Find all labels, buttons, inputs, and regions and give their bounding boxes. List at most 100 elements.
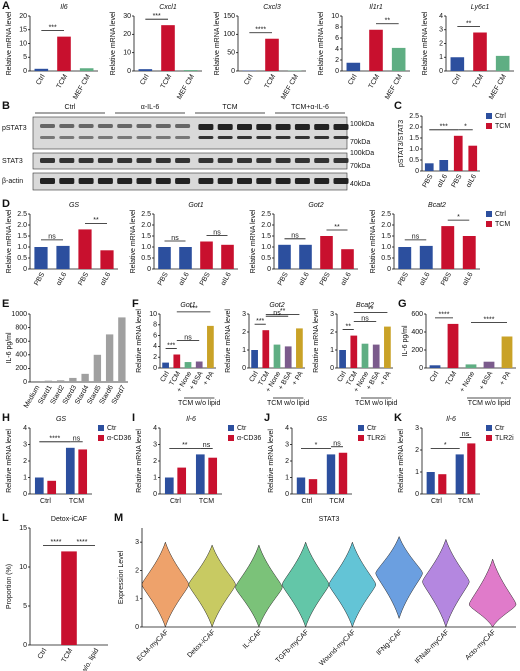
y-tick-label: 0 bbox=[127, 68, 131, 75]
bar bbox=[346, 62, 361, 71]
blot-band bbox=[275, 124, 291, 130]
legend-swatch bbox=[486, 435, 492, 441]
x-tick-label: MEF CM bbox=[72, 73, 92, 101]
significance-label: ** bbox=[345, 323, 351, 330]
bar bbox=[398, 247, 412, 269]
legend-label: α-CD36 bbox=[237, 435, 261, 442]
y-tick-label: 4 bbox=[335, 46, 339, 53]
y-tick-label: 15 bbox=[19, 27, 27, 34]
group-label: TCM w/o lipid bbox=[468, 400, 511, 407]
y-tick-label: 1000 bbox=[11, 311, 27, 318]
bar bbox=[361, 343, 369, 368]
x-tick-label: TCM bbox=[472, 73, 486, 90]
significance-label: ns bbox=[361, 315, 369, 322]
y-tick-label: 1 bbox=[415, 469, 419, 476]
bar bbox=[162, 362, 169, 368]
bar bbox=[439, 160, 449, 171]
blot-band bbox=[294, 136, 310, 139]
blot-band bbox=[136, 158, 152, 163]
blot-band bbox=[275, 178, 291, 184]
y-tick-label: 0.5 bbox=[381, 255, 391, 262]
bar bbox=[326, 454, 336, 494]
blot-band bbox=[198, 136, 214, 139]
x-tick-label: PBS bbox=[451, 173, 464, 189]
panel-letter: I bbox=[132, 412, 135, 424]
x-tick-label: Ctrl bbox=[170, 498, 181, 505]
bar bbox=[495, 55, 510, 71]
y-tick-label: 2.5 bbox=[381, 211, 391, 218]
y-tick-label: 0 bbox=[242, 365, 246, 372]
y-tick-label: 8 bbox=[335, 24, 339, 31]
bar bbox=[158, 247, 171, 269]
lane-group-label: Ctrl bbox=[65, 104, 76, 111]
blot-band bbox=[97, 158, 113, 163]
chart-title: Il-6 bbox=[186, 416, 196, 423]
panel-letter: K bbox=[394, 412, 402, 424]
blot-band bbox=[333, 158, 349, 163]
bar bbox=[184, 362, 192, 368]
significance-label: * bbox=[457, 214, 460, 221]
significance-label: * bbox=[464, 124, 467, 131]
bar bbox=[372, 344, 380, 368]
blot-band bbox=[175, 124, 191, 128]
bar bbox=[47, 480, 57, 494]
significance-label: ** bbox=[368, 306, 374, 313]
bar bbox=[384, 326, 391, 368]
blot-band bbox=[59, 178, 75, 184]
significance-label: ns bbox=[184, 334, 192, 341]
y-tick-label: 10 bbox=[19, 564, 27, 571]
legend-label: Ctr bbox=[107, 425, 117, 432]
x-tick-label: αIL6 bbox=[465, 173, 478, 189]
panel-letter: D bbox=[2, 198, 10, 210]
x-tick-label: Ctrl bbox=[302, 498, 313, 505]
blot-band bbox=[136, 124, 152, 128]
legend-swatch bbox=[486, 221, 492, 227]
y-tick-label: 0 bbox=[335, 68, 339, 75]
blot-band bbox=[237, 124, 252, 130]
bar bbox=[453, 135, 463, 171]
y-tick-label: 2 bbox=[242, 329, 246, 336]
bar bbox=[296, 477, 306, 494]
significance-label: *** bbox=[167, 342, 175, 349]
significance-label: ns bbox=[213, 229, 221, 236]
violin bbox=[468, 558, 517, 628]
bar bbox=[32, 380, 40, 382]
y-tick-label: 4 bbox=[439, 13, 443, 20]
y-tick-label: 0 bbox=[415, 491, 419, 498]
y-tick-label: 2.0 bbox=[409, 124, 419, 131]
x-tick-label: MEF CM bbox=[280, 73, 300, 101]
bar bbox=[251, 350, 258, 368]
x-tick-label: PBS bbox=[277, 271, 290, 287]
y-tick-label: 1.5 bbox=[381, 233, 391, 240]
y-tick-label: 4 bbox=[285, 425, 289, 432]
significance-label: *** bbox=[49, 24, 57, 31]
blot-band bbox=[333, 136, 349, 139]
bar bbox=[438, 474, 447, 494]
blot-band bbox=[294, 178, 310, 184]
x-tick-label: TCM w/o. lipid bbox=[72, 647, 100, 671]
violin bbox=[375, 535, 423, 620]
panel-letter: B bbox=[2, 100, 10, 112]
y-tick-label: 1 bbox=[135, 596, 139, 603]
y-tick-label: 2 bbox=[439, 40, 443, 47]
bar bbox=[265, 38, 279, 71]
y-tick-label: 0 bbox=[23, 642, 27, 649]
x-tick-label: IFNab-myCAF bbox=[414, 629, 451, 666]
chart-title: Cxcl1 bbox=[159, 4, 177, 11]
y-tick-label: 2 bbox=[335, 57, 339, 64]
significance-label: ** bbox=[182, 442, 188, 449]
y-tick-label: 0 bbox=[23, 68, 27, 75]
y-tick-label: 10 bbox=[19, 40, 27, 47]
y-axis-label: Relative mRNA level bbox=[398, 429, 405, 493]
bar bbox=[79, 68, 94, 71]
y-tick-label: 400 bbox=[15, 352, 27, 359]
bar bbox=[462, 236, 476, 269]
lane-group-label: α-IL-6 bbox=[141, 104, 160, 111]
blot-band bbox=[198, 158, 214, 163]
y-tick-label: 3 bbox=[153, 441, 157, 448]
blot-band bbox=[40, 136, 55, 139]
bar bbox=[44, 380, 53, 382]
lane-group-label: TCM+α-IL-6 bbox=[291, 104, 329, 111]
bar bbox=[483, 361, 495, 368]
y-tick-label: 200 bbox=[411, 347, 423, 354]
